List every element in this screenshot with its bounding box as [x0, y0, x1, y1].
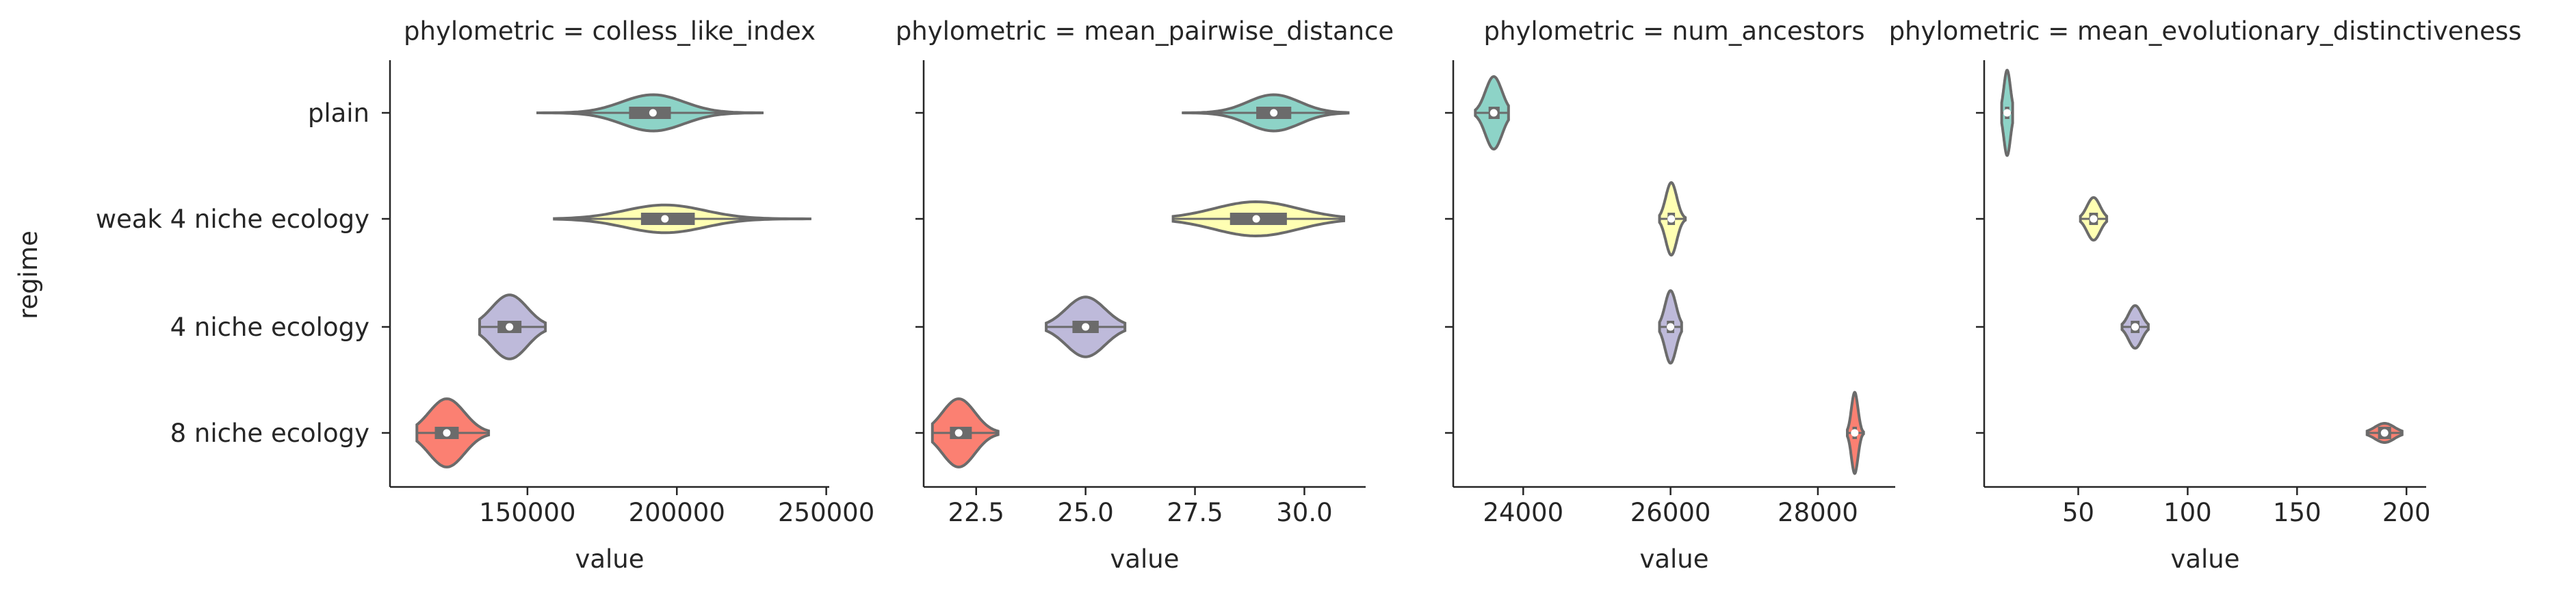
violin-median-dot: [954, 429, 963, 437]
violin-median-dot: [1082, 323, 1090, 331]
x-tick-label: 100: [2163, 498, 2212, 527]
x-tick-label: 150: [2273, 498, 2321, 527]
violin-median-dot: [2380, 429, 2389, 437]
y-tick-label: weak 4 niche ecology: [96, 204, 369, 234]
violin-median-dot: [506, 323, 514, 331]
panels-layer: plain weak 4 niche ecology 4 niche ecology…: [96, 16, 2522, 574]
x-tick-label: 200: [2382, 498, 2431, 527]
y-tick-label: 4 niche ecology: [170, 313, 369, 342]
panel-title: phylometric = colless_like_index: [404, 16, 816, 46]
violin-median-dot: [649, 109, 657, 117]
x-tick-label: 22.5: [948, 498, 1004, 527]
x-tick-label: 200000: [629, 498, 725, 527]
violin-median-dot: [1667, 215, 1676, 223]
violin-median-dot: [2090, 215, 2098, 223]
violin-median-dot: [443, 429, 451, 437]
x-tick-label: 150000: [479, 498, 575, 527]
facet-panel: phylometric = colless_like_index 150000 20…: [382, 16, 874, 574]
x-tick-label: 24000: [1483, 498, 1563, 527]
panel-title: phylometric = mean_evolutionary_distinct…: [1889, 16, 2522, 46]
y-tick-label: 8 niche ecology: [170, 419, 369, 448]
x-axis-label: value: [1110, 544, 1179, 574]
x-axis-label: value: [575, 544, 644, 574]
x-tick-label: 26000: [1630, 498, 1711, 527]
panel-title: phylometric = num_ancestors: [1483, 16, 1864, 46]
x-tick-label: 50: [2062, 498, 2094, 527]
violin-median-dot: [1270, 109, 1278, 117]
x-axis-label: value: [1639, 544, 1708, 574]
x-axis-label: value: [2170, 544, 2239, 574]
violin-median-dot: [1667, 323, 1675, 331]
violin-median-dot: [2131, 323, 2139, 331]
y-axis-label: regime: [14, 230, 43, 319]
x-tick-label: 27.5: [1167, 498, 1223, 527]
y-tick-label: plain: [308, 98, 369, 128]
x-tick-label: 25.0: [1057, 498, 1113, 527]
x-tick-label: 250000: [778, 498, 874, 527]
violin-median-dot: [2003, 109, 2012, 117]
violin-median-dot: [1851, 429, 1859, 437]
violin-median-dot: [1252, 215, 1260, 223]
x-tick-label: 28000: [1778, 498, 1858, 527]
x-tick-label: 30.0: [1276, 498, 1332, 527]
violin-median-dot: [661, 215, 669, 223]
facet-panel: phylometric = mean_evolutionary_distinct…: [1889, 16, 2522, 574]
facet-panel: phylometric = mean_pairwise_distance 22.5…: [896, 16, 1394, 574]
panel-title: phylometric = mean_pairwise_distance: [896, 16, 1394, 46]
violin-median-dot: [1489, 109, 1498, 117]
facet-panel: phylometric = num_ancestors 24000 26000 280…: [1445, 16, 1895, 574]
